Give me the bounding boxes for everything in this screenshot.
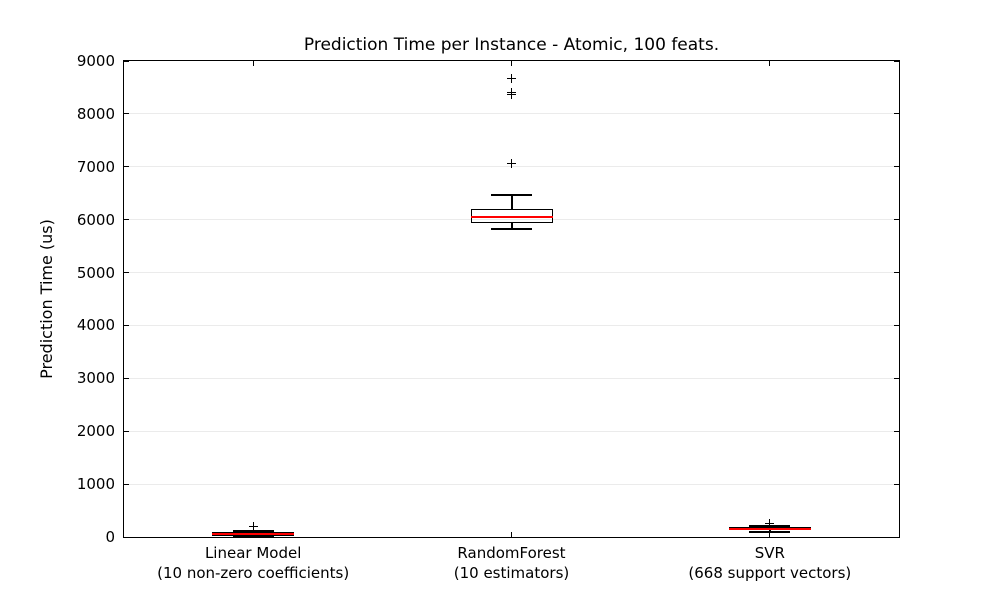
- outlier-marker: [507, 88, 516, 98]
- chart-title: Prediction Time per Instance - Atomic, 1…: [303, 35, 720, 55]
- y-tick-left: [124, 219, 129, 221]
- outlier-plus-vertical: [511, 159, 512, 169]
- whisker-cap-lower: [749, 530, 791, 533]
- y-tick-label: 5000: [76, 263, 115, 282]
- whisker-cap-lower: [491, 228, 532, 231]
- outlier-marker: [248, 521, 258, 531]
- x-tick-bottom: [511, 532, 512, 537]
- y-tick-right: [894, 113, 899, 115]
- outlier-plus-vertical: [511, 88, 512, 98]
- y-tick-left: [124, 430, 129, 432]
- x-tick-bottom: [769, 532, 771, 537]
- y-gridline: [124, 272, 899, 274]
- y-tick-left: [124, 483, 129, 485]
- y-tick-label: 4000: [76, 316, 115, 335]
- y-tick-left: [124, 60, 129, 62]
- y-tick-right: [894, 60, 899, 62]
- y-tick-label: 8000: [76, 104, 115, 123]
- y-gridline: [124, 219, 899, 221]
- y-tick-label: 7000: [76, 157, 115, 176]
- y-tick-left: [124, 536, 129, 538]
- x-tick-label: SVR (668 support vectors): [620, 543, 920, 583]
- y-tick-left: [124, 377, 129, 379]
- category-name: RandomForest: [457, 544, 566, 562]
- median-line: [212, 533, 295, 536]
- y-gridline: [124, 377, 899, 379]
- category-sublabel: (10 estimators): [453, 564, 570, 582]
- outlier-marker: [765, 519, 775, 529]
- whisker-stem-lower: [510, 223, 513, 230]
- x-tick-label: RandomForest (10 estimators): [362, 543, 662, 583]
- y-tick-label: 6000: [76, 210, 115, 229]
- y-tick-label: 0: [105, 528, 115, 546]
- outlier-plus-vertical: [511, 74, 512, 84]
- category-name: Linear Model: [204, 544, 302, 562]
- outlier-plus-vertical: [769, 519, 771, 529]
- y-tick-left: [124, 166, 129, 168]
- plot-area: [123, 60, 900, 538]
- y-tick-right: [894, 430, 899, 432]
- median-line: [728, 527, 811, 530]
- y-tick-right: [894, 166, 899, 168]
- y-gridline: [124, 430, 899, 432]
- y-tick-label: 9000: [76, 52, 115, 70]
- whisker-cap-lower: [232, 535, 274, 538]
- y-tick-right: [894, 483, 899, 485]
- x-tick-top: [252, 61, 254, 66]
- x-tick-top: [511, 61, 512, 66]
- y-tick-left: [124, 324, 129, 326]
- outlier-marker: [507, 159, 516, 169]
- x-tick-top: [769, 61, 771, 66]
- y-tick-right: [894, 536, 899, 538]
- y-tick-label: 1000: [76, 475, 115, 494]
- y-tick-right: [894, 272, 899, 274]
- y-tick-label: 2000: [76, 422, 115, 441]
- y-gridline: [124, 324, 899, 326]
- whisker-cap-upper: [491, 194, 532, 197]
- y-tick-label: 3000: [76, 369, 115, 388]
- category-sublabel: (668 support vectors): [688, 564, 852, 582]
- y-tick-left: [124, 272, 129, 274]
- y-tick-right: [894, 377, 899, 379]
- y-gridline: [124, 113, 899, 115]
- x-tick-label: Linear Model (10 non-zero coefficients): [103, 543, 403, 583]
- median-line: [470, 216, 553, 219]
- whisker-stem-upper: [510, 195, 513, 210]
- outlier-marker: [507, 74, 516, 84]
- y-tick-right: [894, 219, 899, 221]
- category-name: SVR: [754, 544, 785, 562]
- outlier-plus-vertical: [252, 521, 254, 531]
- y-axis-label-text: Prediction Time (us): [37, 219, 56, 379]
- y-gridline: [124, 483, 899, 485]
- y-tick-left: [124, 113, 129, 115]
- category-sublabel: (10 non-zero coefficients): [157, 564, 350, 582]
- y-tick-right: [894, 324, 899, 326]
